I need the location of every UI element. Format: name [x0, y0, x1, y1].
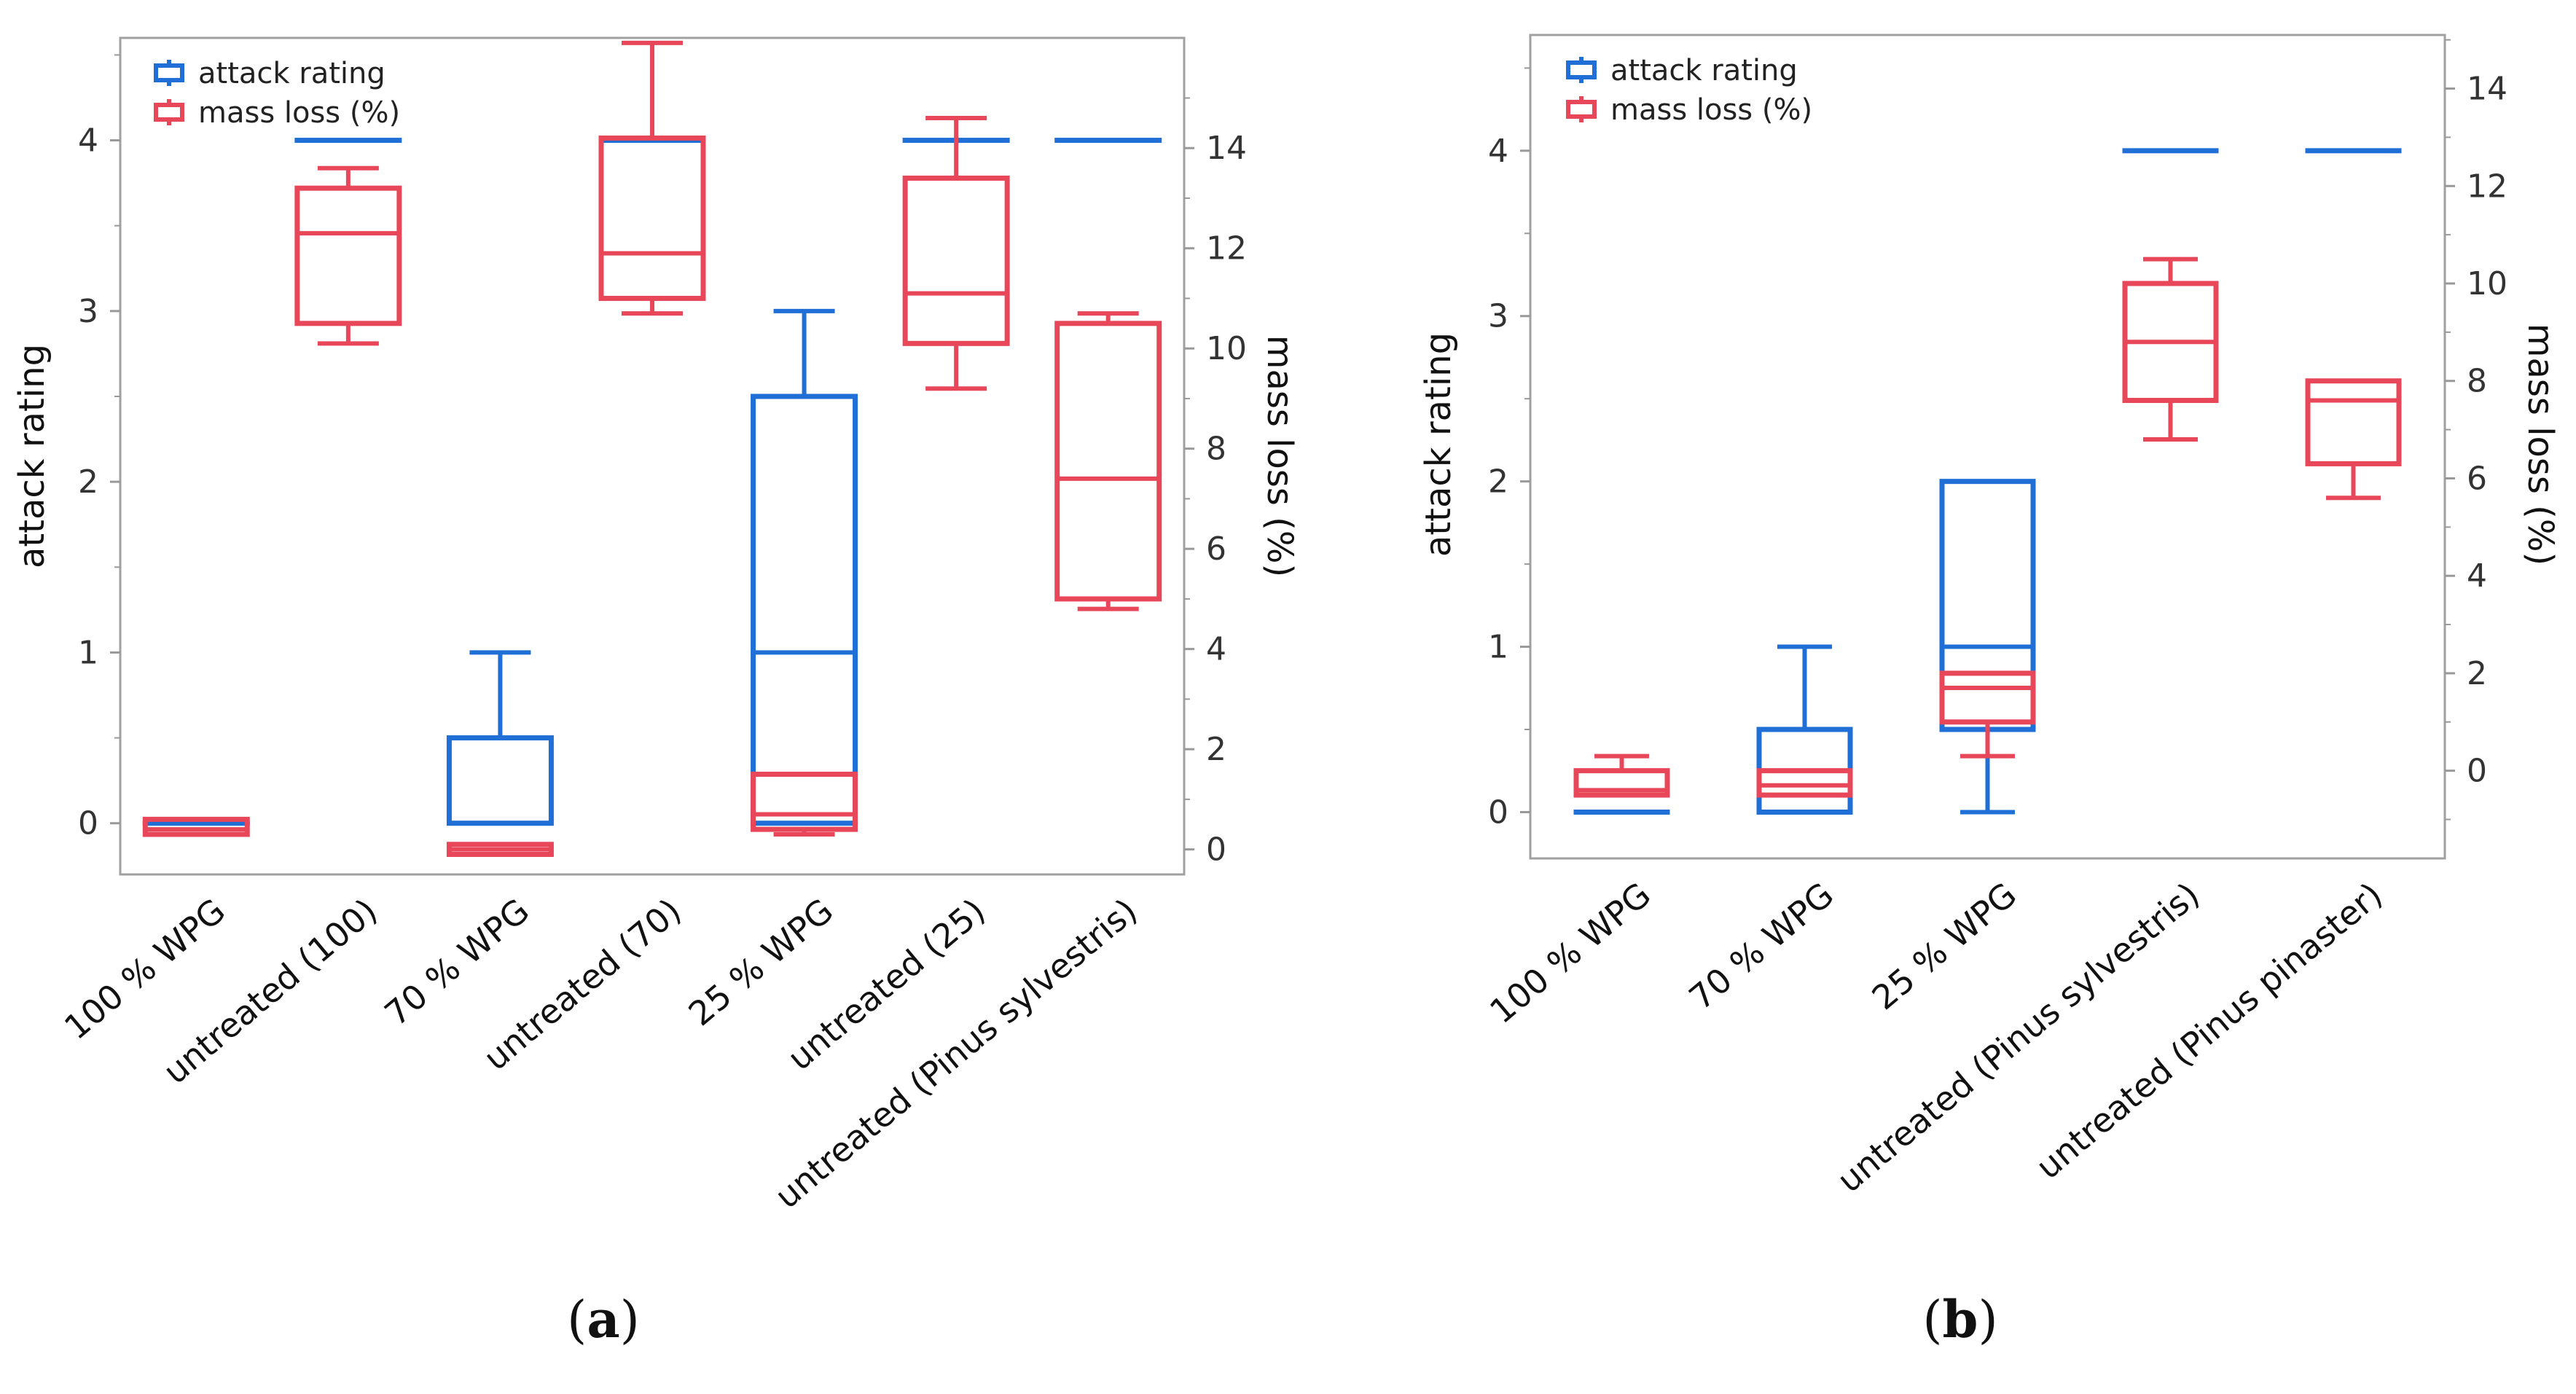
- right-tick-label: 10: [1206, 330, 1247, 367]
- right-tick-label: 4: [1206, 631, 1226, 668]
- attack-box-5: [751, 308, 858, 826]
- y2-axis-title: mass loss (%): [1259, 335, 1300, 577]
- mass-box-1: [1573, 753, 1670, 798]
- mass-box-4: [598, 40, 706, 316]
- plot-frame: [1529, 34, 2446, 860]
- attack-box-3: [1939, 479, 2036, 815]
- right-tick-label: 2: [1206, 731, 1226, 768]
- left-tick-label: 3: [1488, 298, 1508, 335]
- left-tick-label: 1: [78, 634, 98, 671]
- panel-label-close: ): [620, 1290, 640, 1350]
- iqr-box: [1939, 670, 2036, 725]
- iqr-box: [1939, 479, 2036, 732]
- legend-swatch-icon: [1566, 60, 1597, 79]
- mass-box-6: [902, 115, 1010, 391]
- attack-box-3: [446, 650, 554, 826]
- right-tick-label: 14: [2467, 71, 2508, 108]
- panel-label-open: (: [567, 1290, 587, 1350]
- left-tick-label: 0: [1488, 794, 1508, 831]
- category-label: 25 % WPG: [681, 890, 841, 1033]
- y-axis-title: attack rating: [1418, 332, 1459, 557]
- iqr-box: [751, 393, 858, 826]
- panel-label-letter: b: [1943, 1289, 1978, 1350]
- category-label: 70 % WPG: [1682, 874, 1841, 1017]
- legend-label: attack rating: [198, 57, 385, 90]
- iqr-box: [2305, 378, 2402, 466]
- mass-box-5: [2305, 378, 2402, 501]
- iqr-box: [598, 135, 706, 301]
- right-tick-label: 2: [2467, 655, 2487, 692]
- right-tick-label: 12: [1206, 230, 1247, 267]
- panel-label: (b): [1922, 1289, 1998, 1350]
- right-tick-label: 14: [1206, 130, 1247, 167]
- left-tick-label: 2: [78, 463, 98, 501]
- left-tick-label: 0: [78, 805, 98, 842]
- iqr-box: [1756, 768, 1853, 798]
- iqr-box: [446, 735, 554, 826]
- legend-label: mass loss (%): [198, 96, 400, 130]
- legend-swatch-icon: [1566, 100, 1597, 119]
- right-tick-label: 10: [2467, 265, 2508, 302]
- panel-label-letter: a: [587, 1289, 619, 1350]
- category-label: 100 % WPG: [1482, 874, 1658, 1031]
- left-tick-label: 2: [1488, 463, 1508, 501]
- right-tick-label: 4: [2467, 557, 2487, 595]
- legend-label: attack rating: [1610, 54, 1798, 87]
- right-tick-label: 8: [1206, 431, 1226, 468]
- iqr-box: [142, 816, 250, 837]
- left-tick-label: 1: [1488, 629, 1508, 666]
- panel-label: (a): [567, 1289, 640, 1350]
- iqr-box: [902, 175, 1010, 346]
- iqr-box: [751, 772, 858, 832]
- category-label: 70 % WPG: [377, 890, 537, 1033]
- category-label: untreated (Pinus pinaster): [2029, 874, 2390, 1186]
- right-tick-label: 0: [1206, 831, 1226, 869]
- right-tick-label: 8: [2467, 363, 2487, 400]
- y-axis-title: attack rating: [12, 344, 52, 568]
- right-tick-label: 0: [2467, 753, 2487, 790]
- category-label: 25 % WPG: [1865, 874, 2024, 1017]
- panel-label-close: ): [1978, 1290, 1997, 1350]
- mass-box-2: [294, 165, 402, 346]
- y2-axis-title: mass loss (%): [2520, 324, 2561, 565]
- right-tick-label: 6: [2467, 460, 2487, 497]
- plot-frame: [119, 36, 1186, 876]
- left-tick-label: 4: [1488, 133, 1508, 170]
- legend-label: mass loss (%): [1610, 93, 1812, 127]
- iqr-box: [1054, 321, 1162, 602]
- left-tick-label: 3: [78, 293, 98, 330]
- mass-box-3: [1939, 670, 2036, 759]
- left-tick-label: 4: [78, 122, 98, 160]
- right-tick-label: 6: [1206, 530, 1226, 568]
- right-tick-label: 12: [2467, 168, 2508, 205]
- mass-box-3: [446, 842, 554, 858]
- iqr-box: [1573, 768, 1670, 798]
- mass-box-5: [751, 772, 858, 837]
- category-label: untreated (Pinus sylvestris): [1830, 874, 2207, 1200]
- mass-box-1: [142, 816, 250, 837]
- mass-box-2: [1756, 768, 1853, 798]
- mass-box-4: [2122, 257, 2219, 442]
- legend-swatch-icon: [154, 63, 184, 82]
- legend-swatch-icon: [154, 103, 184, 122]
- mass-box-7: [1054, 311, 1162, 611]
- panel-label-open: (: [1922, 1290, 1942, 1350]
- iqr-box: [294, 185, 402, 326]
